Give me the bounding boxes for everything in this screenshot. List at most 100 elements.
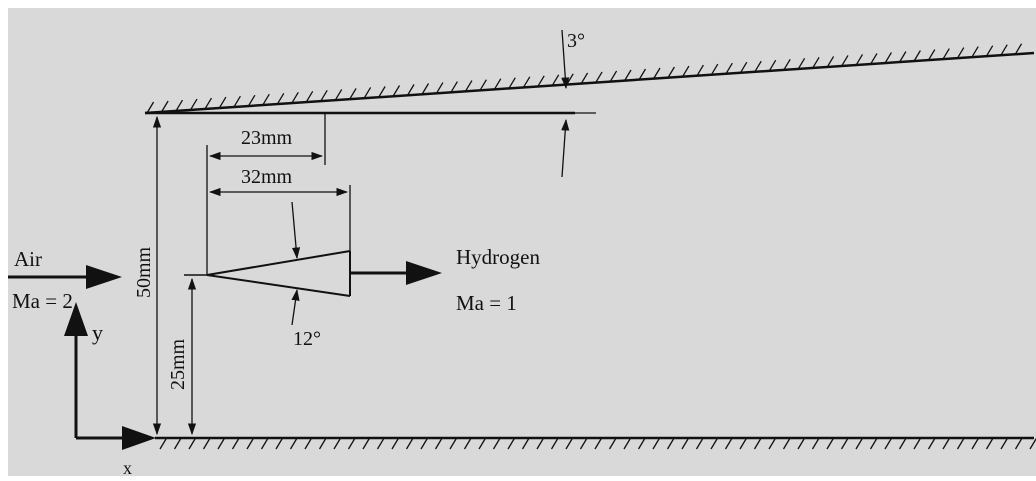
hatch-mark: [291, 91, 299, 104]
hatch-mark: [652, 437, 661, 450]
hatch-mark: [318, 437, 327, 450]
hatch-mark: [638, 68, 647, 81]
hatch-mark: [913, 50, 921, 62]
hatch-mark: [956, 47, 965, 59]
hatch-mark: [985, 437, 994, 450]
hatch-mark: [695, 437, 704, 450]
hatch-mark: [159, 437, 168, 450]
hatch-mark: [362, 437, 371, 450]
hatch-mark: [464, 80, 473, 92]
hatch-mark: [406, 84, 415, 96]
hatch-mark: [392, 85, 401, 97]
hatch-mark: [927, 49, 936, 61]
hatch-mark: [146, 101, 155, 114]
hatch-mark: [594, 71, 603, 84]
hatch-mark: [508, 77, 516, 90]
hatch-mark: [855, 54, 864, 66]
hydrogen-mach-label: Ma = 1: [456, 291, 517, 315]
hatch-mark: [275, 437, 284, 450]
hatch-mark: [811, 56, 820, 69]
hatch-mark: [783, 58, 791, 71]
hatch-mark: [363, 87, 372, 99]
hatch-mark: [869, 437, 878, 450]
hatch-mark: [289, 437, 298, 450]
hatch-mark: [202, 437, 211, 450]
hatch-mark: [333, 437, 342, 450]
dimension-32mm-label: 32mm: [241, 166, 293, 188]
hatch-mark: [681, 65, 690, 78]
top-angle-indicator: [561, 29, 570, 178]
hatch-mark: [724, 437, 733, 450]
hydrogen-jet-arrow: [350, 261, 442, 285]
hatch-mark: [188, 437, 197, 450]
hatch-mark: [204, 97, 213, 110]
hatch-mark: [797, 57, 806, 70]
hatch-mark: [421, 83, 430, 95]
air-label: Air: [14, 247, 42, 271]
hatch-mark: [869, 53, 878, 65]
wedge-angle-indicator: [291, 201, 301, 326]
hatch-mark: [320, 89, 328, 102]
coordinate-axes: [64, 302, 156, 450]
hatch-mark: [580, 72, 589, 85]
hatch-mark: [913, 437, 922, 450]
hatch-mark: [768, 437, 777, 450]
hatch-mark: [623, 437, 632, 450]
air-inflow-arrow: [8, 265, 122, 289]
hatch-mark: [550, 437, 559, 450]
bottom-wall: [155, 436, 1036, 450]
air-mach-label: Ma = 2: [12, 289, 73, 313]
hatch-mark: [507, 437, 516, 450]
hatch-mark: [537, 75, 545, 88]
hatch-mark: [971, 437, 980, 450]
hatch-mark: [304, 437, 313, 450]
hatch-mark: [942, 437, 951, 450]
hatch-mark: [855, 437, 864, 450]
hatch-mark: [347, 437, 356, 450]
hatch-mark: [898, 437, 907, 450]
hatch-mark: [493, 78, 502, 91]
hatch-mark: [260, 437, 269, 450]
hatch-mark: [391, 437, 400, 450]
hatch-mark: [608, 437, 617, 450]
hatch-mark: [334, 89, 343, 101]
hatch-mark: [478, 437, 487, 450]
hatch-mark: [536, 437, 545, 450]
hatch-mark: [1000, 44, 1008, 57]
hatch-mark: [811, 437, 820, 450]
hatch-mark: [942, 48, 950, 60]
hatch-mark: [405, 437, 414, 450]
hatch-mark: [985, 45, 994, 58]
hatch-mark: [231, 437, 240, 450]
hatch-mark: [898, 51, 907, 63]
hatch-mark: [276, 92, 285, 105]
hatch-mark: [884, 52, 892, 64]
hatch-mark: [348, 88, 357, 100]
hatch-mark: [623, 69, 632, 82]
hatch-mark: [551, 74, 560, 87]
hatch-mark: [826, 56, 835, 68]
hatch-mark: [434, 437, 443, 450]
hatch-mark: [739, 437, 748, 450]
dimension-32mm: [208, 185, 351, 251]
hatch-mark: [492, 437, 501, 450]
hatch-mark: [521, 437, 530, 450]
hatch-mark: [1014, 437, 1023, 450]
hatch-mark: [666, 437, 675, 450]
hatch-mark: [710, 63, 719, 76]
hatch-mark: [1000, 437, 1009, 450]
hatch-mark: [840, 437, 849, 450]
hatch-mark: [217, 437, 226, 450]
hatch-mark: [262, 93, 270, 106]
axis-y-label: y: [92, 320, 103, 345]
bottom-wall-hatching: [159, 437, 1036, 450]
dimension-23mm-label: 23mm: [241, 127, 293, 149]
hatch-mark: [479, 79, 487, 92]
hatch-mark: [420, 437, 429, 450]
hatch-mark: [782, 437, 791, 450]
hatch-mark: [710, 437, 719, 450]
hatch-mark: [696, 64, 704, 77]
hatch-mark: [173, 437, 182, 450]
axis-x-label: x: [123, 458, 132, 478]
